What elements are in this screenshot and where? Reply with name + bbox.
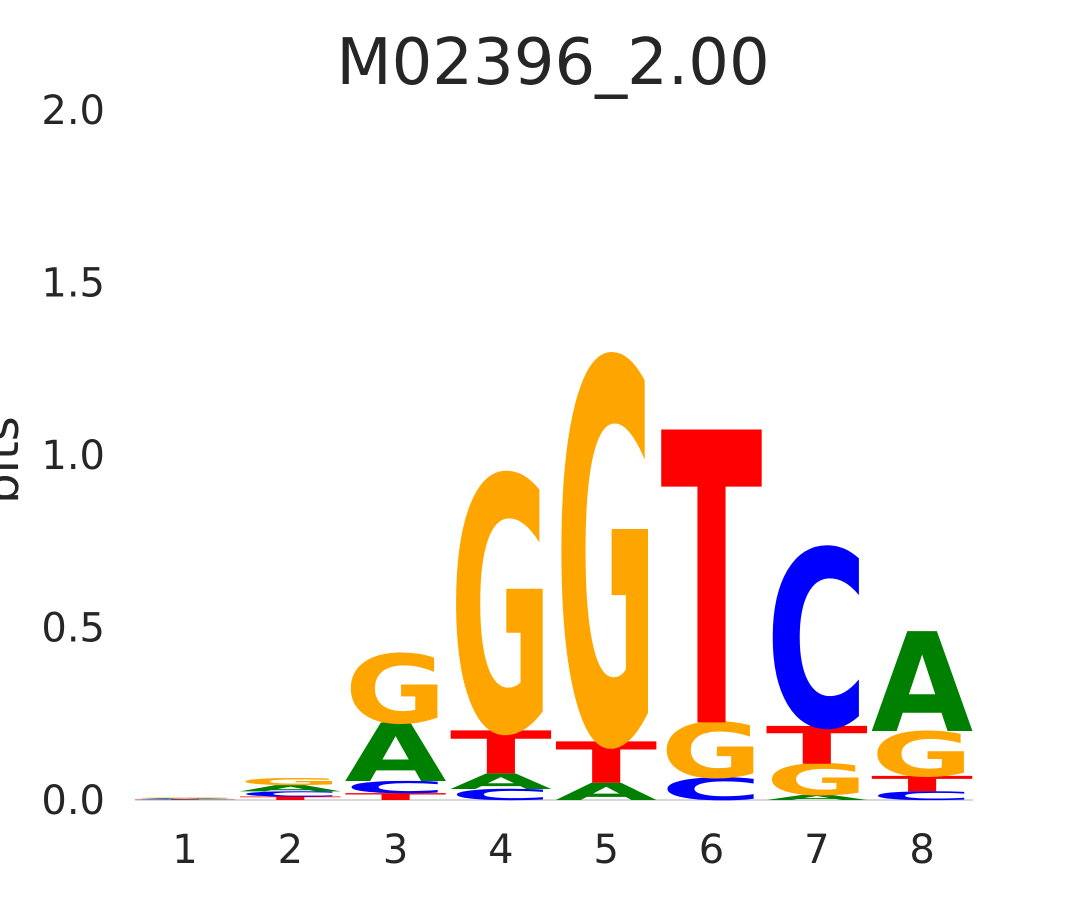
letter-c-pos-4: C <box>450 786 552 804</box>
x-tick-label: 3 <box>383 827 408 873</box>
letter-a-pos-1: A <box>134 798 236 799</box>
letter-t-pos-5: T <box>555 730 657 796</box>
x-tick-label: 4 <box>488 827 513 873</box>
letter-c-pos-2: C <box>239 790 341 798</box>
letter-a-pos-8: A <box>871 604 973 764</box>
x-tick-label: 8 <box>909 827 934 873</box>
x-tick-label: 5 <box>593 827 618 873</box>
y-tick-label: 2.0 <box>41 88 105 134</box>
letter-g-pos-1: G <box>134 797 236 798</box>
letter-g-pos-2: G <box>239 776 341 787</box>
letter-t-pos-2: T <box>239 796 341 801</box>
letter-g-pos-3: G <box>345 636 447 746</box>
letter-t-pos-3: T <box>345 791 447 802</box>
letter-t-pos-7: T <box>766 716 868 776</box>
letter-t-pos-6: T <box>661 351 764 818</box>
y-tick-label: 1.5 <box>41 261 105 307</box>
letter-c-pos-1: C <box>134 798 236 799</box>
letter-a-pos-5: A <box>555 778 657 805</box>
letter-g-pos-7: G <box>766 755 868 804</box>
chart-title: M02396_2.00 <box>336 26 769 100</box>
letter-t-pos-8: T <box>871 772 973 797</box>
letter-g-pos-4: G <box>450 405 552 813</box>
letter-a-pos-3: A <box>345 707 447 800</box>
letter-g-pos-6: G <box>661 708 763 795</box>
letter-a-pos-2: A <box>239 784 341 794</box>
letter-g-pos-5: G <box>555 254 657 865</box>
y-axis-label: bits <box>0 416 30 504</box>
letter-c-pos-3: C <box>345 778 447 797</box>
y-tick-label: 1.0 <box>41 433 105 479</box>
x-tick-label: 2 <box>278 827 303 873</box>
letter-a-pos-4: A <box>450 769 552 794</box>
letter-a-pos-7: A <box>766 793 868 801</box>
y-tick-label: 0.5 <box>41 606 105 652</box>
x-axis-ticks: 1 2 3 4 5 6 7 8 <box>172 827 935 873</box>
x-tick-label: 7 <box>804 827 829 873</box>
letter-c-pos-7: C <box>766 500 868 784</box>
letter-t-pos-1: T <box>134 799 236 800</box>
y-axis-ticks: 0.0 0.5 1.0 1.5 2.0 <box>41 88 105 824</box>
letter-g-pos-8: G <box>871 719 973 790</box>
y-tick-label: 0.0 <box>41 778 105 824</box>
letter-c-pos-6: C <box>661 772 763 808</box>
x-tick-label: 6 <box>699 827 724 873</box>
letter-c-pos-8: C <box>871 789 973 803</box>
letter-t-pos-4: T <box>450 718 552 787</box>
x-tick-label: 1 <box>172 827 197 873</box>
